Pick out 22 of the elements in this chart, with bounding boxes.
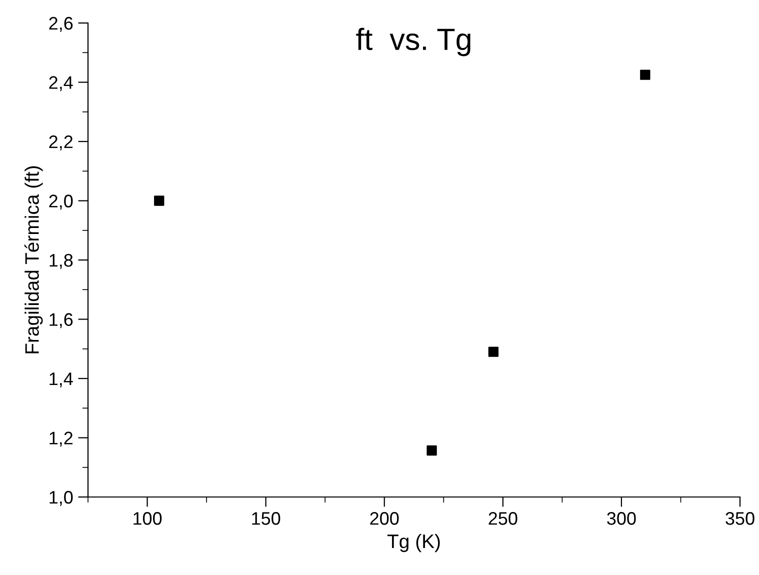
point (154, 196, 164, 206)
x-tick-label: 350 (726, 512, 754, 525)
point (488, 346, 499, 357)
y-axis-title: Fragilidad Térmica (ft) (24, 166, 43, 354)
y-tick-label: 1,4 (50, 372, 73, 388)
y-tick-label: 1,2 (50, 432, 73, 447)
x-tick-label: 250 (488, 512, 518, 525)
point (426, 445, 437, 456)
x-tick-label: 150 (252, 512, 280, 525)
y-tick-label: 2,2 (49, 135, 73, 150)
y-tick-label: 1,0 (50, 490, 73, 506)
y-tick-label: 1,6 (50, 313, 73, 328)
y-tick-label: 2,6 (49, 16, 73, 32)
x-tick-label: 200 (370, 512, 399, 525)
x-tick-label: 100 (134, 512, 162, 525)
x-tick-label: 300 (607, 512, 636, 525)
point (640, 70, 650, 80)
y-tick-label: 1,8 (50, 254, 73, 269)
x-axis-title: Tg (K) (387, 534, 440, 552)
chart-title: ft vs. Tg (356, 28, 470, 56)
y-tick-label: 2,4 (49, 76, 73, 92)
y-tick-label: 2,0 (49, 194, 73, 210)
